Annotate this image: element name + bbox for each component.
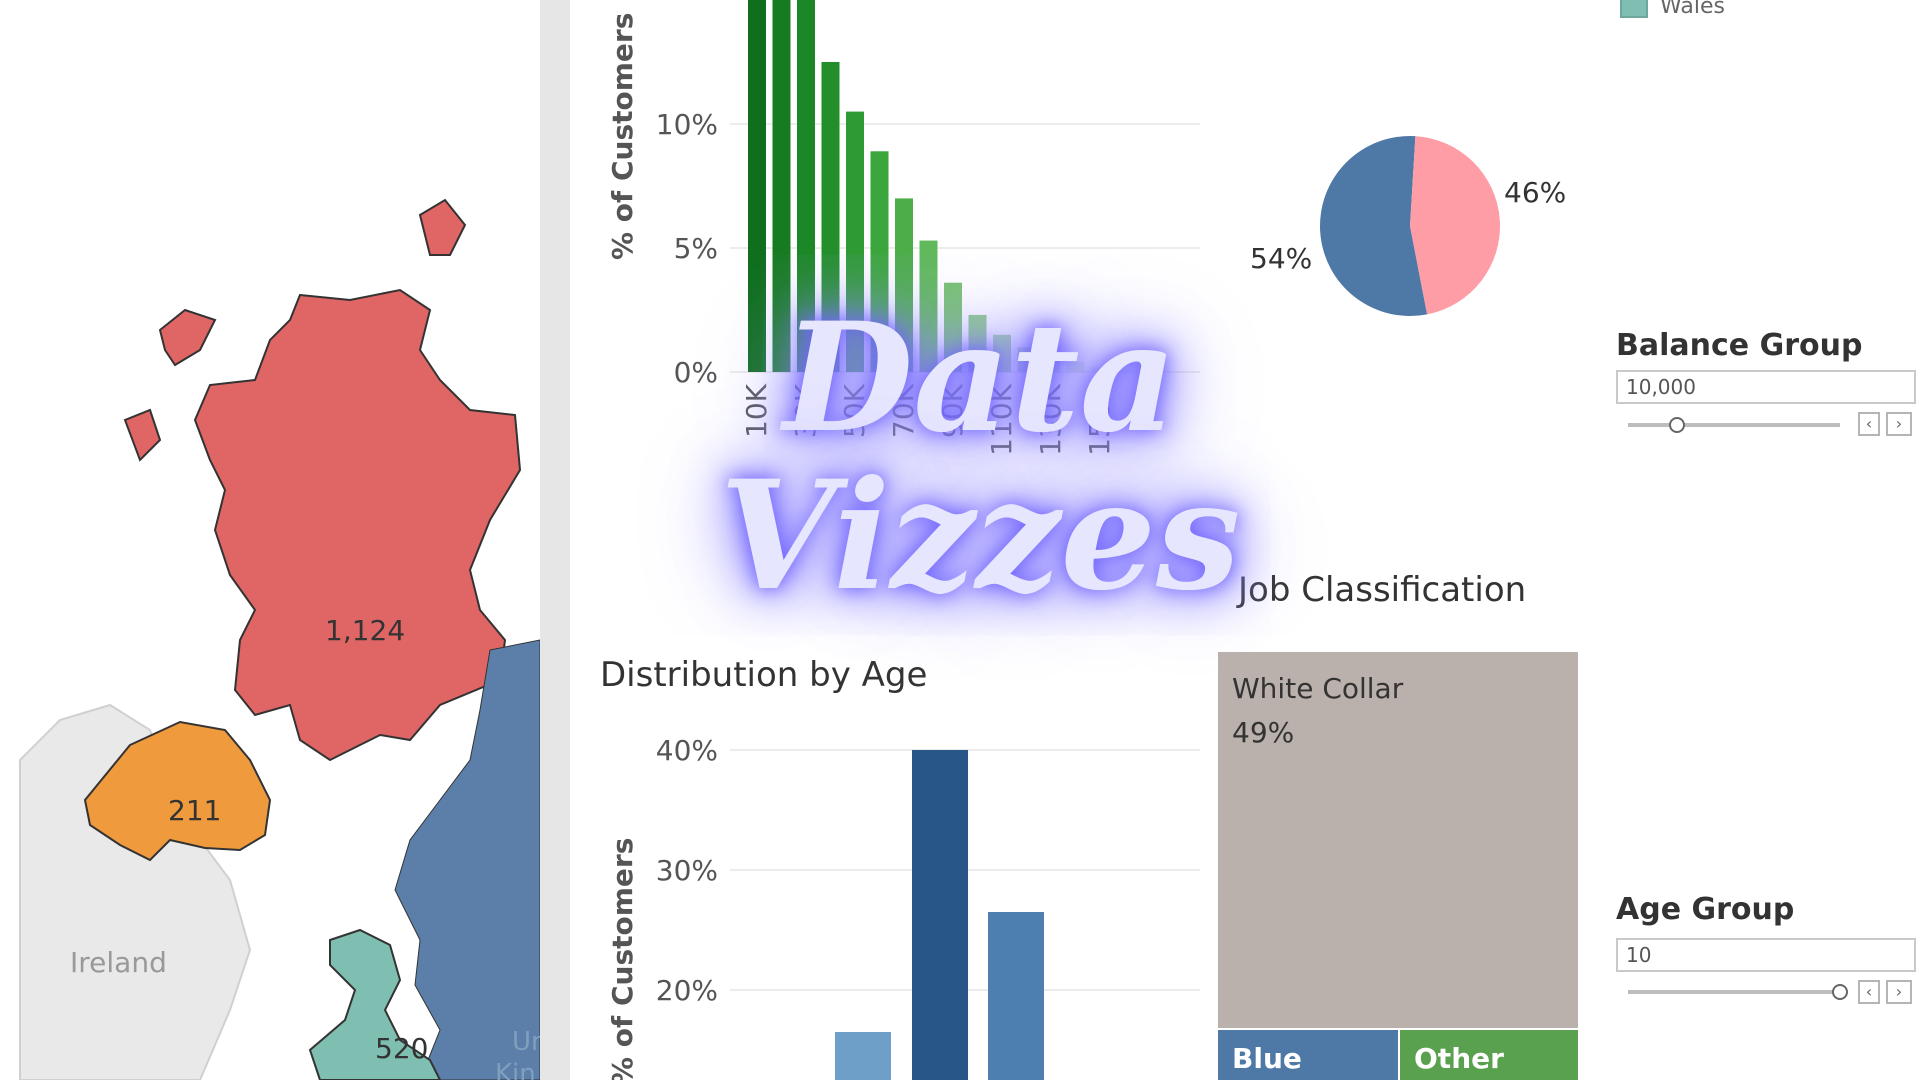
treemap-pct-white-collar: 49% [1232, 716, 1295, 749]
balance-bar[interactable] [870, 151, 889, 372]
balance-x-tick: 10K [740, 383, 773, 438]
balance-x-tick: 130K [1034, 383, 1067, 455]
map-region-scotland-islands [123, 198, 467, 462]
treemap-cell-blue[interactable]: Blue [1218, 1030, 1398, 1080]
age-group-slider-track[interactable] [1628, 990, 1840, 994]
map-label-scotland: 1,124 [325, 614, 405, 647]
treemap-cell-other[interactable]: Other [1400, 1030, 1578, 1080]
pie-slice[interactable] [1320, 136, 1428, 317]
balance-group-input[interactable]: 10,000 [1616, 370, 1916, 404]
age-bars[interactable] [835, 750, 1044, 1080]
job-classification-title: Job Classification [1238, 570, 1527, 610]
map-label-ireland: Ireland [70, 946, 167, 979]
balance-x-tick: 110K [985, 383, 1018, 455]
age-bar[interactable] [912, 750, 968, 1080]
age-group-prev-button[interactable]: ‹ [1858, 980, 1880, 1004]
balance-bar[interactable] [919, 240, 938, 372]
age-distribution-chart[interactable]: Distribution by Age % of Customers 20% 30… [580, 640, 1220, 1080]
balance-bar[interactable] [772, 0, 791, 372]
balance-y-tick: 0% [674, 356, 718, 389]
balance-group-slider-thumb[interactable] [1668, 417, 1685, 433]
balance-y-axis-title: % of Customers [606, 13, 639, 260]
legend-swatch-wales [1620, 0, 1648, 18]
balance-bar[interactable] [1042, 354, 1060, 372]
map-label-uk-2: Kin [495, 1059, 536, 1080]
balance-bars[interactable] [748, 0, 1134, 372]
map-region-ireland[interactable] [19, 703, 252, 1080]
balance-bar[interactable] [1066, 362, 1085, 372]
map-region-england[interactable] [394, 639, 540, 1080]
balance-x-tick: 70K [887, 383, 920, 438]
uk-map[interactable]: 1,124 211 520 Ireland Un Kin [0, 0, 540, 1080]
balance-bar[interactable] [944, 282, 962, 372]
age-y-tick: 40% [656, 734, 718, 767]
map-label-wales: 520 [375, 1032, 428, 1065]
pie-slices[interactable] [1320, 136, 1500, 317]
age-group-slider-thumb[interactable] [1832, 984, 1848, 1000]
pie-label-1: 46% [1504, 176, 1566, 209]
balance-bar[interactable] [846, 111, 864, 372]
age-group-input[interactable]: 10 [1616, 938, 1916, 972]
map-region-wales[interactable] [308, 928, 442, 1080]
map-region-scotland[interactable] [193, 288, 522, 762]
map-label-uk-1: Un [512, 1027, 540, 1057]
balance-bar[interactable] [993, 334, 1011, 372]
balance-group-next-button[interactable]: › [1886, 412, 1912, 436]
age-y-tick: 30% [656, 854, 718, 887]
age-y-ticks: 20% 30% 40% [656, 734, 718, 1007]
age-group-label: Age Group [1616, 892, 1795, 927]
legend-label-wales: Wales [1660, 0, 1725, 19]
panel-divider[interactable] [540, 0, 570, 1080]
balance-x-tick: 90K [936, 383, 969, 438]
map-region-northern-ireland[interactable] [83, 720, 272, 862]
balance-group-slider-track[interactable] [1628, 423, 1840, 427]
balance-bar[interactable] [1115, 369, 1134, 372]
balance-y-tick: 5% [674, 232, 718, 265]
balance-bar[interactable] [797, 0, 815, 372]
balance-group-prev-button[interactable]: ‹ [1858, 412, 1880, 436]
balance-bar[interactable] [895, 198, 913, 372]
gender-pie-chart[interactable]: 54% 46% [1230, 110, 1610, 350]
job-classification-treemap[interactable]: White Collar 49% Blue Other [1218, 652, 1578, 1080]
pie-label-0: 54% [1250, 242, 1312, 275]
treemap-label-other: Other [1414, 1042, 1504, 1075]
balance-bar[interactable] [821, 62, 840, 372]
balance-bar[interactable] [968, 314, 987, 372]
balance-group-label: Balance Group [1616, 328, 1863, 363]
balance-bar[interactable] [1017, 347, 1036, 372]
age-bar[interactable] [988, 912, 1044, 1080]
map-label-northern-ireland: 211 [168, 794, 221, 827]
age-group-next-button[interactable]: › [1886, 980, 1912, 1004]
balance-x-tick: 30K [789, 383, 822, 438]
treemap-label-blue: Blue [1232, 1042, 1302, 1075]
age-y-axis-title: % of Customers [606, 838, 639, 1080]
balance-bar[interactable] [748, 0, 766, 372]
balance-y-ticks: 0% 5% 10% [656, 108, 718, 389]
balance-y-tick: 10% [656, 108, 718, 141]
balance-x-tick: 50K [838, 383, 871, 438]
balance-histogram[interactable]: % of Customers 0% 5% 10% 10K 30K 50K 70K 90K 11… [580, 0, 1220, 460]
age-bar[interactable] [835, 1032, 891, 1080]
age-chart-title: Distribution by Age [600, 655, 927, 695]
age-y-tick: 20% [656, 974, 718, 1007]
balance-bar[interactable] [1091, 367, 1109, 372]
treemap-label-white-collar: White Collar [1232, 672, 1404, 705]
map-panel[interactable]: 1,124 211 520 Ireland Un Kin [0, 0, 540, 1080]
balance-x-tick: 150K [1083, 383, 1116, 455]
pie-slice[interactable] [1410, 136, 1500, 315]
treemap-cell-white-collar[interactable]: White Collar 49% [1218, 652, 1578, 1028]
balance-x-ticks: 10K 30K 50K 70K 90K 110K 130K 150K [740, 383, 1116, 455]
